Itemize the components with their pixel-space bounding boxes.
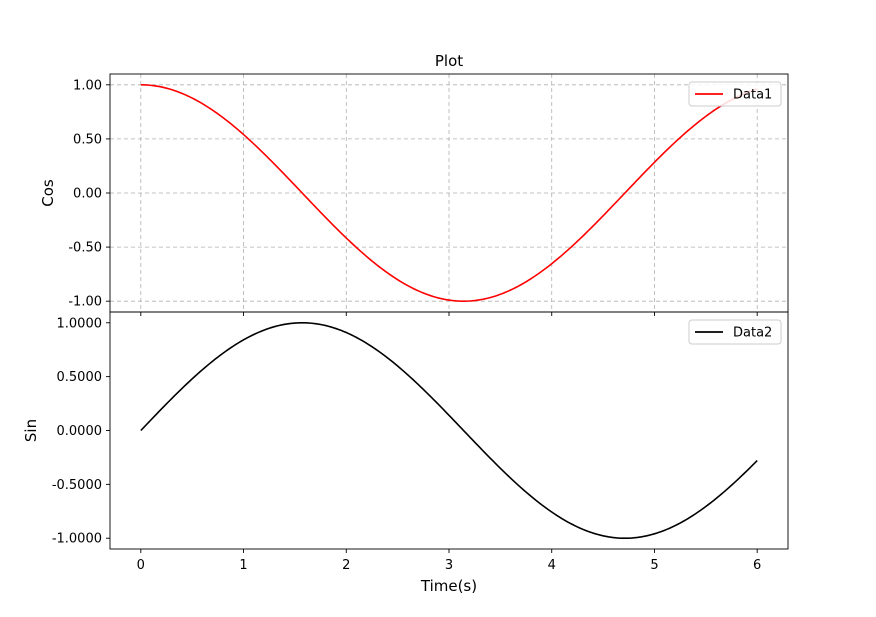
y-tick-label: 1.0000	[57, 316, 103, 331]
y-tick-label: 0.0000	[57, 424, 103, 439]
chart-title: Plot	[435, 52, 463, 70]
y-tick-label: 0.5000	[57, 370, 103, 385]
y-tick-label: -0.50	[68, 241, 102, 256]
x-tick-label: 6	[753, 558, 761, 573]
y-tick-label: -1.00	[68, 295, 102, 310]
y-tick-label: -1.0000	[52, 532, 102, 547]
y-tick-label: 0.50	[73, 132, 102, 147]
legend: Data1	[688, 81, 782, 107]
x-tick-label: 1	[239, 558, 247, 573]
series-line-data1	[140, 84, 758, 302]
y-tick-label: 1.00	[73, 78, 102, 93]
series-line-data2	[140, 321, 758, 540]
top-subplot: 1.00 0.50 0.00 -0.50 -1.00 Cos Plot Data1	[39, 52, 789, 316]
x-tick-label: 5	[650, 558, 658, 573]
x-tick-label: 2	[342, 558, 350, 573]
y-tick-label: 0.00	[73, 187, 102, 202]
bottom-subplot: 1.0000 0.5000 0.0000 -0.5000 -1.0000 0 1 2 3 4 5 6 S…	[22, 311, 789, 595]
y-axis-label: Sin	[22, 419, 40, 442]
legend-label: Data2	[733, 326, 772, 341]
y-tick-label: -0.5000	[52, 478, 102, 493]
x-axis-label: Time(s)	[420, 577, 477, 595]
legend-label: Data1	[733, 88, 772, 103]
y-axis-label: Cos	[39, 179, 57, 207]
x-tick-label: 3	[445, 558, 453, 573]
legend: Data2	[688, 319, 782, 345]
x-tick-label: 0	[137, 558, 145, 573]
x-tick-label: 4	[548, 558, 556, 573]
legend-box	[688, 81, 782, 107]
legend-box	[688, 319, 782, 345]
